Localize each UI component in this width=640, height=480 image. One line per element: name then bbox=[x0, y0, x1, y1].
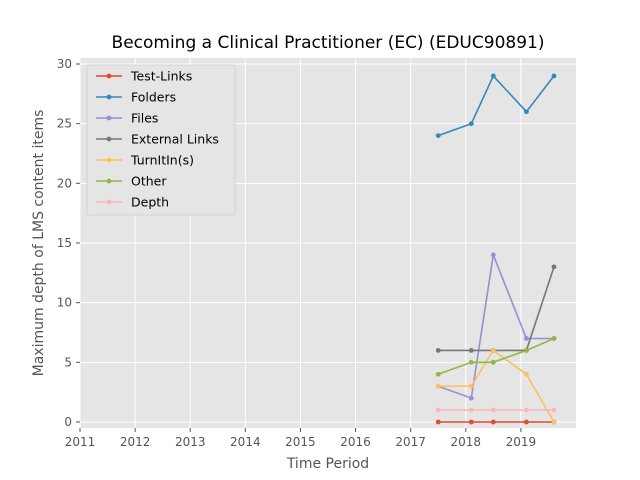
data-point bbox=[490, 73, 496, 79]
legend-marker bbox=[106, 73, 112, 79]
y-tick-label: 20 bbox=[57, 176, 72, 190]
series-turnitin-s bbox=[435, 348, 557, 425]
x-tick-label: 2011 bbox=[65, 435, 96, 449]
y-tick-label: 15 bbox=[57, 236, 72, 250]
y-tick-label: 0 bbox=[64, 415, 72, 429]
x-tick-label: 2018 bbox=[451, 435, 482, 449]
x-tick-label: 2017 bbox=[395, 435, 426, 449]
y-axis-title: Maximum depth of LMS content items bbox=[31, 110, 47, 377]
data-point bbox=[435, 348, 441, 353]
data-point bbox=[490, 252, 496, 258]
x-tick-label: 2019 bbox=[506, 435, 537, 449]
legend-label: Folders bbox=[131, 90, 176, 105]
data-point bbox=[490, 419, 496, 425]
data-point bbox=[435, 407, 441, 413]
legend-item: Files bbox=[96, 111, 158, 126]
x-tick-labels: 2011 2012 2013 2014 2015 2016 2017 2018 2019 bbox=[65, 428, 536, 449]
legend-label: Depth bbox=[131, 195, 169, 210]
data-point bbox=[468, 348, 474, 353]
data-point bbox=[435, 383, 441, 389]
x-axis-title: Time Period bbox=[286, 456, 369, 472]
legend-label: Files bbox=[131, 111, 158, 126]
data-point bbox=[490, 348, 496, 353]
data-point bbox=[524, 348, 529, 353]
legend-label: TurnItIn(s) bbox=[130, 153, 194, 168]
legend-marker bbox=[106, 115, 112, 121]
data-point bbox=[524, 371, 529, 377]
series-test-links bbox=[435, 419, 557, 425]
data-point bbox=[551, 73, 557, 79]
data-point bbox=[468, 359, 474, 365]
data-point bbox=[435, 419, 441, 425]
legend: Test-Links Folders Files External Links Turn… bbox=[86, 64, 236, 216]
data-point bbox=[551, 419, 557, 425]
y-tick-label: 30 bbox=[57, 57, 72, 71]
legend-label: Other bbox=[131, 174, 167, 189]
series-depth bbox=[435, 407, 557, 413]
x-tick-label: 2016 bbox=[340, 435, 371, 449]
legend-marker bbox=[106, 199, 112, 205]
data-point bbox=[468, 419, 474, 425]
data-point bbox=[468, 407, 474, 413]
legend-label: External Links bbox=[131, 132, 219, 147]
data-point bbox=[468, 383, 474, 389]
legend-marker bbox=[106, 157, 112, 163]
legend-item: Other bbox=[96, 174, 167, 189]
series-other bbox=[435, 336, 557, 377]
y-tick-label: 10 bbox=[57, 296, 72, 310]
legend-item: Depth bbox=[96, 195, 169, 210]
data-point bbox=[490, 359, 496, 365]
series-lines bbox=[435, 73, 557, 425]
legend-marker bbox=[106, 94, 112, 100]
y-tick-label: 25 bbox=[57, 117, 72, 131]
legend-label: Test-Links bbox=[130, 69, 192, 84]
series-folders bbox=[435, 73, 557, 139]
data-point bbox=[551, 407, 557, 413]
data-point bbox=[435, 371, 441, 377]
data-point bbox=[524, 336, 529, 341]
data-point bbox=[468, 395, 474, 401]
data-point bbox=[551, 336, 557, 341]
x-tick-label: 2012 bbox=[120, 435, 151, 449]
data-point bbox=[551, 264, 557, 270]
legend-item: TurnItIn(s) bbox=[96, 153, 194, 168]
x-tick-label: 2014 bbox=[230, 435, 261, 449]
legend-item: External Links bbox=[96, 132, 219, 147]
x-tick-label: 2013 bbox=[175, 435, 206, 449]
x-tick-label: 2015 bbox=[285, 435, 316, 449]
data-point bbox=[490, 407, 496, 413]
data-point bbox=[468, 121, 474, 127]
y-tick-label: 5 bbox=[64, 355, 72, 369]
y-tick-labels: 0 5 10 15 20 25 30 bbox=[57, 57, 80, 429]
data-point bbox=[524, 109, 529, 115]
legend-item: Folders bbox=[96, 90, 176, 105]
chart-title: Becoming a Clinical Practitioner (EC) (E… bbox=[112, 33, 545, 53]
data-point bbox=[524, 419, 529, 425]
legend-box bbox=[86, 64, 236, 216]
legend-item: Test-Links bbox=[96, 69, 192, 84]
data-point bbox=[435, 133, 441, 139]
data-point bbox=[524, 407, 529, 413]
legend-marker bbox=[106, 136, 112, 142]
legend-marker bbox=[106, 178, 112, 184]
